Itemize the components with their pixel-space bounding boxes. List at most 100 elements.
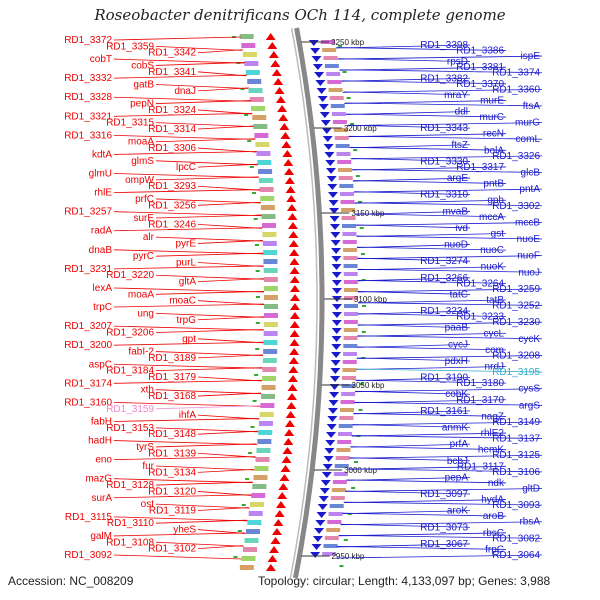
left-gene-label: cobS xyxy=(131,60,154,71)
right-gene-arrow xyxy=(322,136,333,142)
left-gene-arrow xyxy=(286,204,297,211)
left-gene-label: RD1_3257 xyxy=(64,207,112,218)
right-leader-line xyxy=(357,268,543,273)
left-gene-label: ung xyxy=(137,308,154,319)
right-gene-arrow xyxy=(311,56,322,62)
right-leader-line xyxy=(346,479,507,484)
right-leader-line xyxy=(351,435,543,439)
left-leader-line xyxy=(155,214,262,219)
left-gene-label: gpt xyxy=(182,334,196,345)
left-tick xyxy=(255,322,260,324)
right-tick xyxy=(361,331,366,333)
left-leader-line xyxy=(113,58,245,64)
left-gene-arrow xyxy=(289,258,300,265)
right-gene-label: nagZ xyxy=(481,411,504,422)
left-gene-arrow xyxy=(289,303,300,310)
left-gene-arrow xyxy=(275,96,286,103)
right-leader-line xyxy=(350,146,507,151)
left-gene-arrow xyxy=(270,537,281,544)
left-leader-line xyxy=(113,211,262,217)
left-gene-arrow xyxy=(289,285,300,292)
left-feature-block xyxy=(259,187,274,192)
left-leader-line xyxy=(155,138,256,143)
left-gene-label: RD1_3207 xyxy=(64,321,112,332)
left-tick xyxy=(237,530,242,532)
left-gene-arrow xyxy=(289,330,300,337)
right-leader-line xyxy=(342,88,543,93)
left-leader-line xyxy=(197,240,263,244)
left-leader-line xyxy=(113,249,264,255)
left-feature-block xyxy=(261,223,276,228)
right-gene-arrow xyxy=(330,224,341,230)
right-feature-block xyxy=(335,144,350,148)
right-gene-arrow xyxy=(331,256,342,262)
left-leader-line xyxy=(155,541,244,547)
left-gene-arrow xyxy=(288,240,299,247)
left-gene-label: yheS xyxy=(173,525,196,536)
left-gene-arrow xyxy=(285,186,296,193)
left-gene-label: RD1_3206 xyxy=(106,327,154,338)
left-feature-block xyxy=(258,430,273,435)
right-feature-block xyxy=(329,504,344,508)
left-feature-block xyxy=(263,313,278,318)
left-feature-block xyxy=(252,484,267,489)
left-leader-line xyxy=(197,392,261,397)
left-gene-label: moaC xyxy=(169,296,196,307)
left-gene-arrow xyxy=(275,501,286,508)
right-leader-line xyxy=(356,224,471,229)
right-gene-arrow xyxy=(328,200,339,206)
right-feature-block xyxy=(327,520,342,524)
left-feature-block xyxy=(258,421,273,426)
left-leader-line xyxy=(155,274,264,280)
left-gene-label: mazG xyxy=(85,474,112,485)
right-gene-label: RD1_3343 xyxy=(420,123,468,134)
left-tick xyxy=(250,426,255,428)
right-leader-line xyxy=(350,443,471,448)
right-gene-arrow xyxy=(325,160,336,166)
right-leader-line xyxy=(340,523,471,528)
right-gene-arrow xyxy=(310,552,321,558)
right-gene-arrow xyxy=(319,112,330,118)
right-gene-arrow xyxy=(331,288,342,294)
left-leader-line xyxy=(113,287,264,293)
left-tick xyxy=(244,114,249,116)
right-leader-line xyxy=(355,388,543,393)
right-gene-arrow xyxy=(308,40,319,46)
left-gene-label: RD1_3314 xyxy=(148,124,196,135)
left-leader-line xyxy=(155,503,250,509)
right-gene-label: paaB xyxy=(445,323,469,334)
left-feature-block xyxy=(261,214,276,219)
right-gene-arrow xyxy=(314,72,325,78)
right-gene-arrow xyxy=(329,208,340,214)
left-gene-label: RD1_3306 xyxy=(148,143,196,154)
right-leader-line xyxy=(357,279,507,284)
right-gene-label: pntB xyxy=(483,179,504,190)
left-gene-label: surA xyxy=(91,493,112,504)
left-gene-label: RD1_3200 xyxy=(64,340,112,351)
left-leader-line xyxy=(113,303,264,308)
right-feature-block xyxy=(324,64,339,68)
left-gene-arrow xyxy=(287,222,298,229)
right-feature-block xyxy=(341,208,356,212)
right-leader-line xyxy=(350,155,543,160)
left-leader-line xyxy=(113,532,245,537)
left-leader-line xyxy=(155,465,255,471)
right-tick xyxy=(347,513,352,515)
left-gene-label: kdtA xyxy=(92,149,112,160)
right-gene-arrow xyxy=(330,240,341,246)
left-gene-label: RD1_3159 xyxy=(106,404,154,415)
right-feature-block xyxy=(342,240,357,244)
right-leader-line xyxy=(357,346,507,351)
right-gene-label: murC xyxy=(480,112,504,123)
right-leader-line xyxy=(357,288,543,293)
left-leader-line xyxy=(197,430,258,435)
right-tick xyxy=(359,227,364,229)
left-gene-label: RD1_3220 xyxy=(106,270,154,281)
right-gene-arrow xyxy=(329,216,340,222)
right-feature-block xyxy=(322,552,337,556)
right-feature-block xyxy=(331,488,346,492)
right-gene-label: RD1_3370 xyxy=(456,79,504,90)
right-feature-block xyxy=(342,224,357,228)
left-gene-label: RD1_3119 xyxy=(149,505,197,516)
right-gene-arrow xyxy=(321,472,332,478)
